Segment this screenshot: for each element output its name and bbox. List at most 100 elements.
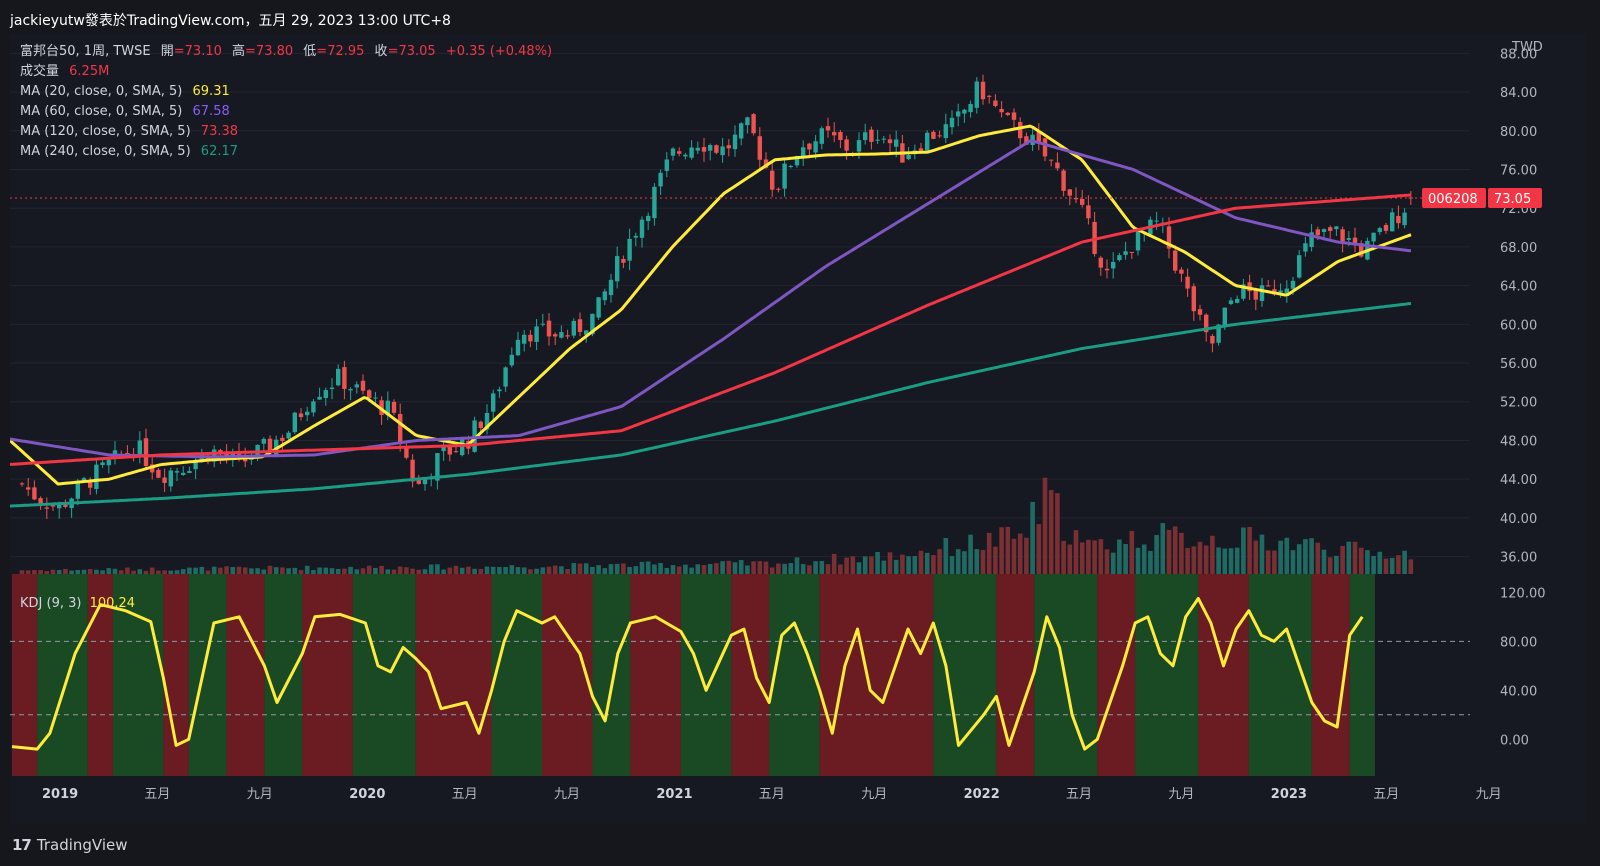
- ma20-label[interactable]: MA (20, close, 0, SMA, 5): [20, 84, 183, 99]
- candle-body: [484, 412, 490, 430]
- price-tick-label: 80.00: [1500, 125, 1537, 140]
- volume-bar: [596, 565, 601, 574]
- volume-bar: [974, 549, 980, 574]
- time-axis-panel[interactable]: [10, 776, 1586, 824]
- time-tick-label: 2021: [656, 787, 692, 802]
- volume-bar: [1030, 501, 1035, 574]
- ma240-line[interactable]: [10, 302, 1412, 508]
- volume-bar: [887, 552, 893, 574]
- candle-body: [497, 389, 502, 392]
- kdj-label[interactable]: KDJ (9, 3): [20, 596, 82, 611]
- ma60-label[interactable]: MA (60, close, 0, SMA, 5): [20, 104, 183, 119]
- candle-body: [807, 143, 812, 150]
- ma60-line[interactable]: [10, 139, 1412, 459]
- ma20-line[interactable]: [10, 124, 1412, 486]
- candle-body: [1253, 290, 1258, 300]
- volume-bar: [1327, 557, 1333, 574]
- volume-bar: [304, 565, 310, 574]
- volume-bar: [732, 562, 738, 574]
- kdj-tick-label: 0.00: [1500, 733, 1529, 748]
- ma60-value: 67.58: [192, 104, 230, 119]
- candle-body: [887, 139, 893, 144]
- price-chart[interactable]: TWD 36.00 40.00 44.00 48.00 52.00 56.00 60.00 64…: [10, 34, 1586, 824]
- candle-body: [398, 414, 403, 444]
- volume-bar: [509, 565, 515, 574]
- volume-bar: [993, 546, 998, 574]
- volume-bar: [720, 561, 725, 574]
- volume-bar: [1259, 534, 1265, 574]
- candle-body: [1321, 229, 1327, 232]
- price-axis-panel[interactable]: [1470, 34, 1582, 824]
- volume-label[interactable]: 成交量: [20, 64, 60, 79]
- time-tick-label: 五月: [1373, 787, 1399, 802]
- chart-legend: 富邦台50, 1周, TWSE 開=73.10 高=73.80 低=72.95 …: [20, 42, 552, 162]
- ma240-row: MA (240, close, 0, SMA, 5) 62.17: [20, 142, 552, 162]
- volume-bar: [1055, 493, 1060, 574]
- volume-bar: [329, 568, 335, 574]
- candle-body: [863, 132, 868, 141]
- time-tick-label: 九月: [1476, 787, 1502, 802]
- symbol-label[interactable]: 富邦台50, 1周, TWSE: [20, 44, 151, 59]
- candle-body: [788, 166, 793, 168]
- volume-bar: [1154, 535, 1159, 574]
- volume-bar: [211, 566, 217, 574]
- candle-body: [112, 450, 118, 457]
- candle-body: [447, 445, 452, 455]
- open-value: =73.10: [173, 44, 222, 59]
- candle-body: [1073, 197, 1079, 200]
- candle-body: [881, 138, 886, 140]
- price-tick-label: 88.00: [1500, 47, 1537, 62]
- volume-bar: [621, 563, 626, 574]
- candle-body: [125, 452, 130, 454]
- candle-body: [441, 446, 446, 452]
- candle-body: [1055, 162, 1060, 169]
- volume-bar: [385, 569, 391, 574]
- kdj-line[interactable]: [11, 597, 1364, 751]
- volume-bar: [267, 565, 273, 574]
- volume-bar: [280, 567, 285, 574]
- ma120-line[interactable]: [10, 193, 1412, 466]
- volume-bar: [1110, 552, 1116, 574]
- price-tick-label: 48.00: [1500, 434, 1537, 449]
- price-tick-label: 60.00: [1500, 318, 1537, 333]
- ma120-label[interactable]: MA (120, close, 0, SMA, 5): [20, 124, 191, 139]
- volume-bar: [478, 568, 484, 574]
- volume-bar: [745, 565, 750, 574]
- volume-bar: [1011, 538, 1017, 574]
- candle-body: [1259, 285, 1265, 301]
- volume-bar: [63, 568, 68, 574]
- candle-body: [100, 462, 105, 466]
- volume-bar: [1079, 542, 1085, 574]
- price-tag: [1488, 188, 1542, 209]
- candle-body: [584, 330, 589, 335]
- candle-body: [621, 258, 626, 263]
- ma240-label[interactable]: MA (240, close, 0, SMA, 5): [20, 144, 191, 159]
- candle-body: [422, 477, 428, 485]
- volume-bar: [763, 561, 769, 574]
- volume-bar: [695, 564, 701, 574]
- volume-bar: [230, 567, 236, 574]
- volume-bar: [1408, 559, 1414, 574]
- tradingview-branding[interactable]: 17 TradingView: [12, 836, 128, 854]
- kdj-region-bull: [1349, 574, 1375, 776]
- candle-body: [1222, 307, 1227, 327]
- volume-bar: [1073, 530, 1079, 574]
- volume-bar: [255, 568, 260, 574]
- volume-bar: [75, 569, 81, 574]
- volume-bar: [366, 565, 372, 574]
- low-label: 低: [303, 44, 317, 59]
- volume-bar: [900, 554, 905, 574]
- volume-bar: [1005, 526, 1011, 574]
- volume-bar: [1358, 547, 1364, 574]
- kdj-region-bear: [226, 574, 265, 776]
- price-tick-label: 76.00: [1500, 163, 1537, 178]
- volume-bar: [180, 569, 186, 574]
- volume-bar: [782, 563, 787, 574]
- volume-bar: [1234, 547, 1240, 574]
- chart-frame[interactable]: TWD 36.00 40.00 44.00 48.00 52.00 56.00 60.00 64…: [10, 34, 1586, 824]
- volume-bar: [1197, 541, 1203, 574]
- high-label: 高: [232, 44, 246, 59]
- volume-bar: [143, 570, 149, 574]
- candle-body: [565, 335, 570, 337]
- open-label: 開: [160, 44, 174, 59]
